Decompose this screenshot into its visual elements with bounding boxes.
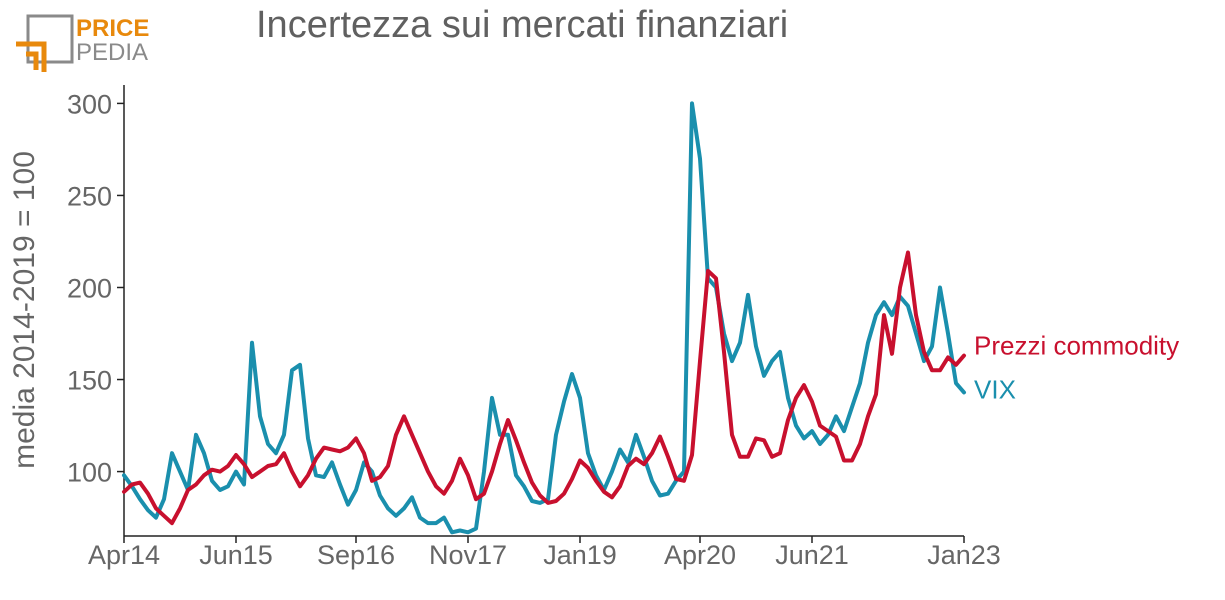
y-ticks: 100 150 200 250 300	[67, 89, 124, 488]
x-tick-label: Nov17	[429, 540, 507, 570]
series-lines	[122, 101, 966, 535]
series-label-prezzi-commodity: Prezzi commodity	[974, 331, 1179, 361]
y-tick-label: 250	[67, 181, 112, 211]
logo-orange-bracket-outer	[16, 41, 47, 72]
y-tick-label: 300	[67, 89, 112, 119]
x-tick-label: Jun15	[199, 540, 273, 570]
pricepedia-logo: PRICE PEDIA	[16, 14, 149, 72]
x-ticks: Apr14 Jun15 Sep16 Nov17 Jan19 Apr20 Jun21 Jan23	[88, 536, 1001, 570]
x-tick-label: Apr14	[88, 540, 160, 570]
y-tick-label: 150	[67, 366, 112, 396]
series-line-vix	[122, 101, 966, 535]
series-labels: Prezzi commodity VIX	[974, 331, 1179, 405]
y-tick-label: 100	[67, 458, 112, 488]
series-line-prezzi-commodity	[122, 250, 966, 526]
x-tick-label: Jun21	[775, 540, 849, 570]
logo-gray-frame	[26, 14, 74, 64]
chart-title: Incertezza sui mercati finanziari	[256, 4, 789, 46]
x-tick-label: Sep16	[317, 540, 395, 570]
x-tick-label: Jan19	[543, 540, 617, 570]
y-axis-label: media 2014-2019 = 100	[8, 151, 41, 469]
y-tick-label: 200	[67, 273, 112, 303]
logo-text-pedia: PEDIA	[76, 39, 148, 66]
x-tick-label: Jan23	[927, 540, 1001, 570]
logo-text-price: PRICE	[76, 15, 149, 42]
series-label-vix: VIX	[974, 374, 1016, 404]
x-tick-label: Apr20	[664, 540, 736, 570]
logo-orange-bracket-inner	[26, 51, 39, 70]
